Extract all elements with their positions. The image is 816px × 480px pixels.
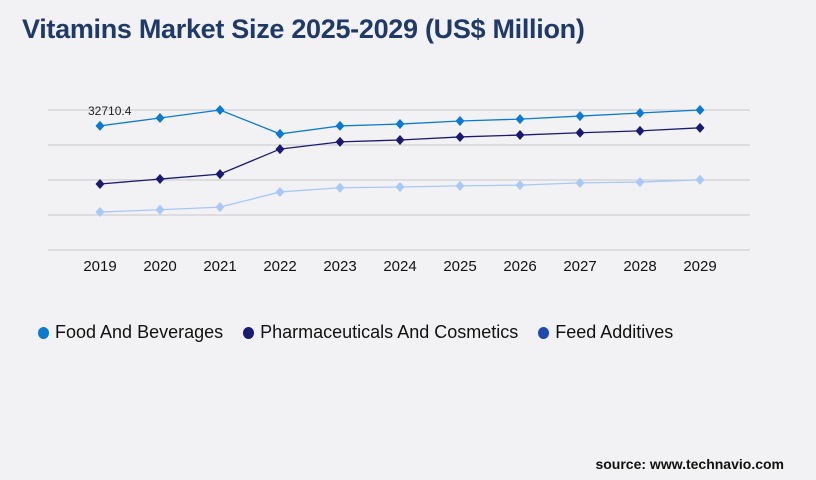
data-point [575,177,585,188]
data-point [155,112,165,123]
legend: Food And Beverages Pharmaceuticals And Co… [38,322,673,343]
data-point [155,174,165,185]
data-label: 32710.4 [88,104,132,118]
source-text: source: www.technavio.com [595,456,784,472]
x-tick-label: 2024 [383,258,416,275]
data-point [95,178,105,189]
data-point [635,177,645,188]
data-point [215,169,225,180]
data-point [695,122,705,133]
data-point [275,186,285,197]
data-point [515,130,525,141]
legend-item: Feed Additives [538,322,673,343]
x-tick-label: 2025 [443,258,476,275]
data-point [515,180,525,191]
legend-item: Pharmaceuticals And Cosmetics [243,322,518,343]
legend-marker-icon [243,326,255,339]
data-point [395,182,405,193]
x-tick-label: 2022 [263,258,296,275]
line-chart: 2019 2020 2021 2022 2023 2024 2025 2026 2027 2028… [48,104,750,275]
data-point [155,204,165,215]
legend-label: Feed Additives [555,322,674,342]
data-point [635,125,645,136]
data-point [455,131,465,142]
x-tick-label: 2019 [83,258,116,275]
data-point [335,120,345,131]
data-point [575,127,585,138]
data-point [575,111,585,122]
data-point [215,105,225,115]
x-tick-label: 2023 [323,258,356,275]
data-point [95,120,105,131]
chart-title: Vitamins Market Size 2025-2029 (US$ Mill… [22,14,585,44]
data-point [395,134,405,145]
x-tick-label: 2026 [503,258,536,275]
x-tick-label: 2027 [563,258,596,275]
data-point [635,108,645,119]
data-point [275,144,285,155]
data-point [515,114,525,125]
legend-label: Pharmaceuticals And Cosmetics [260,322,519,342]
data-point [335,136,345,147]
x-tick-label: 2029 [683,258,716,275]
legend-marker-icon [538,326,550,339]
legend-item: Food And Beverages [38,322,223,343]
data-point [455,116,465,127]
x-tick-label: 2020 [143,258,176,275]
legend-marker-icon [38,326,49,339]
x-tick-label: 2028 [623,258,656,275]
data-point [335,182,345,193]
data-point [455,180,465,191]
data-point [95,207,105,218]
data-point [275,128,285,139]
data-point [695,174,705,185]
data-point [695,105,705,115]
data-point [215,202,225,213]
x-tick-label: 2021 [203,258,236,275]
data-point [395,119,405,130]
legend-label: Food And Beverages [55,322,224,342]
